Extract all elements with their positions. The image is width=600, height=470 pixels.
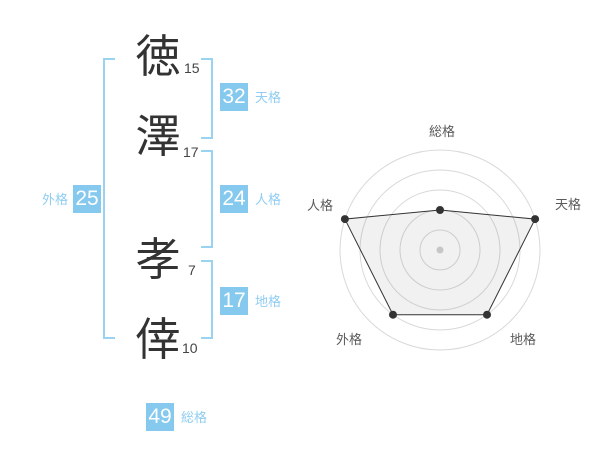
- given-char-1: 孝: [135, 234, 181, 285]
- jinkaku-bracket: [201, 150, 213, 248]
- tenkaku-bracket: [201, 58, 213, 139]
- radar-chart: 総格 天格 地格 外格 人格: [307, 124, 581, 351]
- surname-char-2: 澤: [135, 111, 181, 162]
- radar-axis-label-gaikaku: 外格: [336, 332, 362, 347]
- radar-axis-label-tenkaku: 天格: [555, 197, 581, 212]
- given-char-2: 倖: [135, 314, 181, 365]
- chikaku-badge: 17: [220, 287, 248, 315]
- radar-polygon: [344, 209, 536, 316]
- radar-axis-label-chikaku: 地格: [510, 332, 536, 347]
- chikaku-bracket: [201, 260, 213, 339]
- stroke-count-1: 15: [184, 60, 200, 76]
- radar-axis-label-soukaku: 総格: [429, 124, 455, 139]
- radar-axis-label-jinkaku: 人格: [307, 198, 333, 213]
- stroke-count-4: 10: [182, 340, 198, 356]
- tenkaku-label: 天格: [255, 90, 282, 105]
- surname-char-1: 徳: [135, 31, 181, 82]
- gaikaku-badge: 25: [73, 185, 101, 213]
- radar-center-dot: [436, 246, 444, 254]
- chikaku-label: 地格: [255, 294, 282, 309]
- tenkaku-badge: 32: [220, 83, 248, 111]
- gaikaku-label: 外格: [41, 192, 68, 207]
- soukaku-badge: 49: [146, 403, 174, 431]
- jinkaku-badge: 24: [220, 185, 248, 213]
- stroke-count-3: 7: [188, 262, 196, 278]
- gaikaku-bracket: [103, 58, 115, 339]
- stroke-count-2: 17: [183, 144, 199, 160]
- jinkaku-label: 人格: [255, 192, 282, 207]
- soukaku-label: 総格: [181, 410, 208, 425]
- radar-data-points: [340, 206, 540, 319]
